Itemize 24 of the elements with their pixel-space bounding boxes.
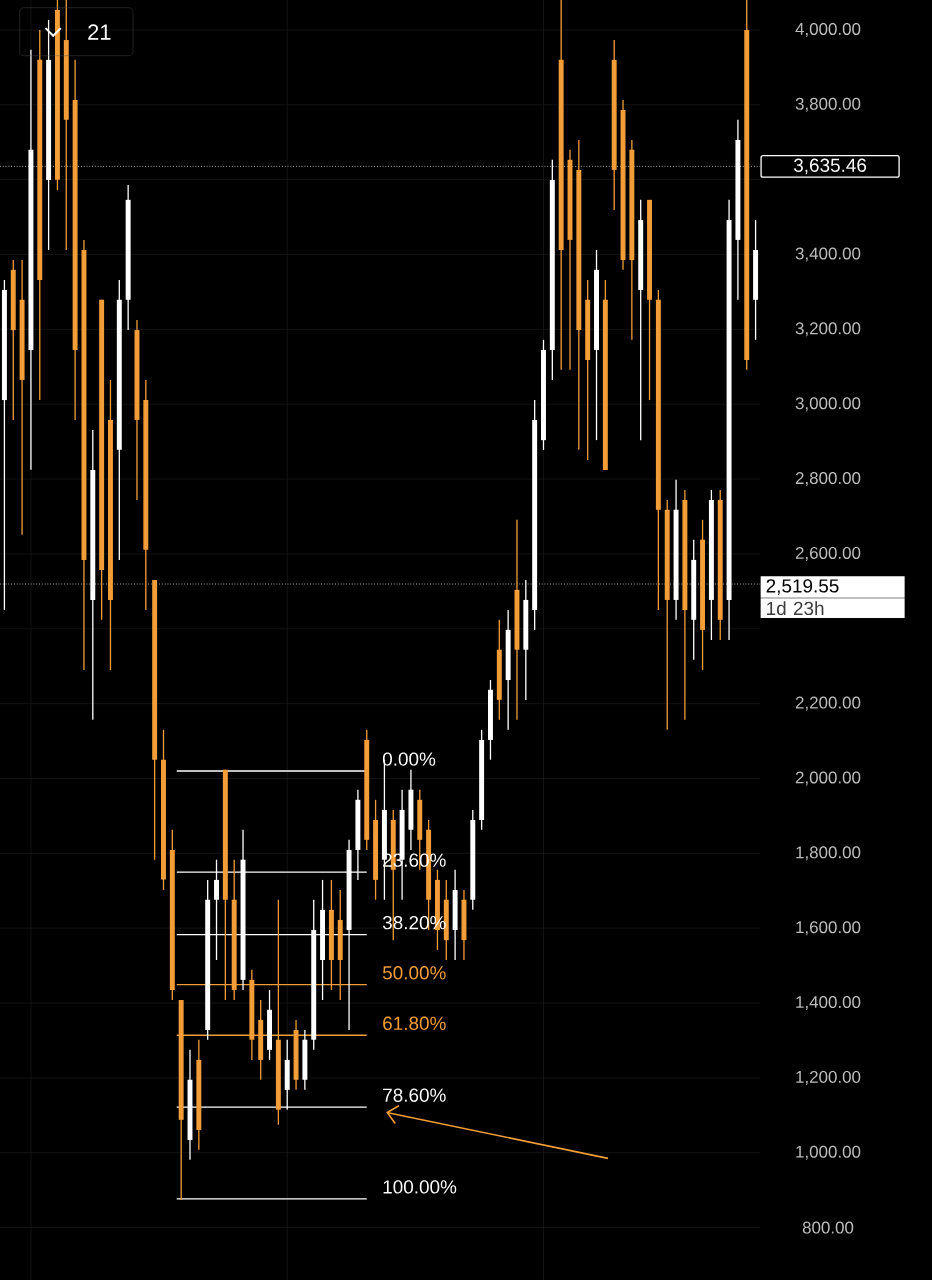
y-tick-label: 2,000.00 <box>795 771 861 786</box>
y-tick-label: 2,200.00 <box>795 696 861 711</box>
y-tick-label: 1,200.00 <box>796 1070 861 1085</box>
text: 1d 23h <box>767 601 824 616</box>
y-tick-label: 3,000.00 <box>795 397 861 412</box>
annotation: 50.00% <box>382 966 446 980</box>
y-tick-label: 3,800.00 <box>795 97 861 112</box>
annotation: 100.00% <box>383 1180 457 1194</box>
y-tick-label: 3,400.00 <box>795 247 861 262</box>
ref-line-label: 2,519.55 <box>766 579 839 595</box>
y-tick-label: 1,600.00 <box>796 921 861 936</box>
y-tick-label: 4,000.00 <box>795 22 861 37</box>
y-tick-label: 1,000.00 <box>796 1145 861 1160</box>
y-tick-label: 1,400.00 <box>796 996 861 1011</box>
ref-line-label: 3,635.46 <box>793 158 867 175</box>
y-tick-label: 2,800.00 <box>795 472 861 487</box>
annotation: 0.00% <box>382 752 436 766</box>
y-tick-label: 800.00 <box>802 1221 854 1234</box>
annotation: 21 <box>88 24 111 40</box>
annotation: 78.60% <box>383 1088 446 1102</box>
y-tick-label: 1,800.00 <box>796 846 861 861</box>
y-tick-label: 3,200.00 <box>795 322 861 337</box>
y-tick-label: 2,600.00 <box>795 546 861 561</box>
annotation: 61.80% <box>383 1016 446 1031</box>
